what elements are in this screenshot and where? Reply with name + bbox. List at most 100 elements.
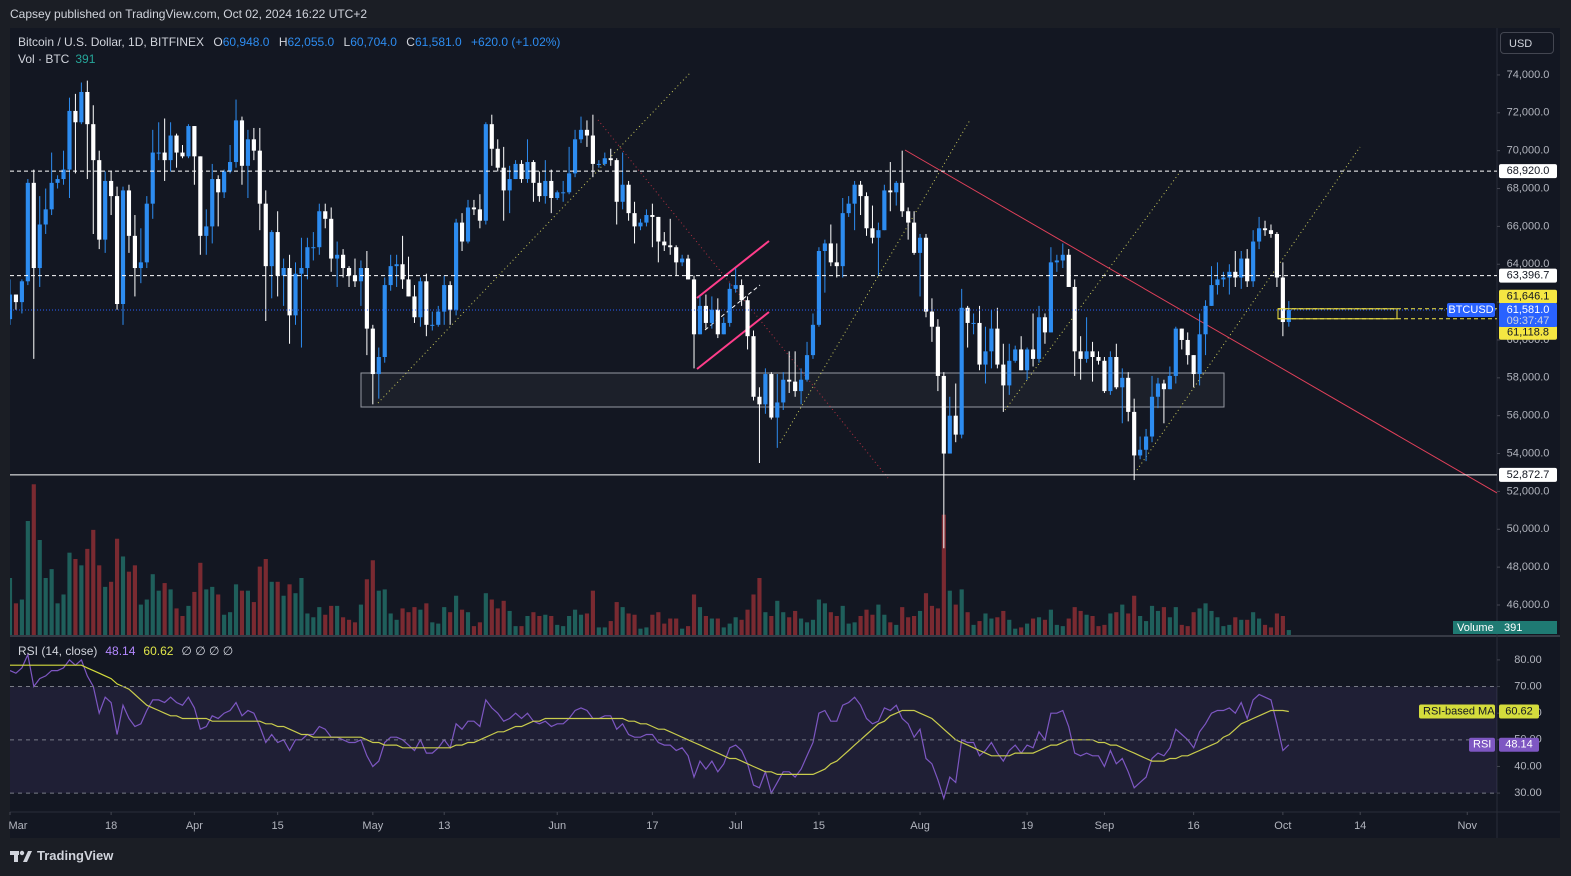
volume-bar <box>1048 609 1053 635</box>
candle-body <box>549 180 554 198</box>
candle-body <box>216 179 221 193</box>
volume-bar <box>1078 610 1083 635</box>
candle-body <box>1013 349 1018 361</box>
volume-bar <box>91 529 96 635</box>
volume-bar <box>840 605 845 635</box>
candle-body <box>971 322 976 324</box>
candle-body <box>804 355 810 380</box>
series-tag-box <box>1469 737 1495 752</box>
volume-bar <box>549 616 554 635</box>
volume-bar <box>430 622 435 635</box>
volume-bar <box>311 617 316 635</box>
volume-bar <box>269 581 274 635</box>
candle-body <box>430 324 435 326</box>
candle-body <box>198 156 203 236</box>
x-tick-label: Apr <box>186 820 203 832</box>
volume-bar <box>751 594 756 635</box>
volume-bar <box>412 607 417 635</box>
candle-body <box>1054 260 1059 263</box>
candle-body <box>983 351 988 365</box>
volume-bar <box>10 578 13 635</box>
x-tick-label: May <box>362 820 383 832</box>
last-price-box <box>1499 303 1557 328</box>
y-tick-label: 52,000.0 <box>1507 485 1550 497</box>
volume-bar <box>323 614 328 635</box>
candle-body <box>1179 328 1184 340</box>
rsi-line <box>10 652 1290 801</box>
candle-body <box>394 264 399 267</box>
volume-bar <box>180 616 185 635</box>
volume-bar <box>1280 616 1285 635</box>
candle-body <box>67 110 72 170</box>
ohlc-value: 60,704.0 <box>350 35 397 49</box>
series-value: 60.62 <box>1505 705 1533 717</box>
volume-bar <box>1173 607 1178 635</box>
volume-bar <box>317 607 322 635</box>
candle-body <box>668 245 673 248</box>
candle-body <box>150 152 155 204</box>
volume-bar <box>917 610 923 635</box>
level-label-box <box>1499 268 1557 283</box>
volume-bar <box>620 607 625 635</box>
volume-bar <box>721 627 726 635</box>
y-tick-label: 74,000.0 <box>1507 69 1550 81</box>
x-tick-label: Oct <box>1274 820 1291 832</box>
volume-bar <box>965 612 970 635</box>
candle-body <box>662 241 667 246</box>
candle-body <box>329 218 334 259</box>
candle-body <box>799 379 804 392</box>
trend-line <box>704 284 761 331</box>
candle-body <box>876 230 881 238</box>
volume-bar <box>799 618 804 635</box>
ohlc-key: O <box>213 35 223 49</box>
volume-bar <box>192 591 197 635</box>
volume-bar <box>804 622 810 635</box>
candle-body <box>888 190 893 193</box>
volume-bar <box>941 514 946 635</box>
candle-body <box>73 110 78 123</box>
series-tag-box <box>1419 704 1495 719</box>
candle-body <box>501 167 506 191</box>
candle-body <box>1102 360 1107 392</box>
candle-body <box>709 309 714 323</box>
candle-body <box>1036 317 1042 359</box>
series-value: 48.14 <box>1505 739 1533 751</box>
candle-body <box>941 375 946 454</box>
x-tick-label: 16 <box>1188 820 1200 832</box>
x-tick-label: Nov <box>1457 820 1477 832</box>
currency-button[interactable]: USD <box>1500 32 1554 54</box>
ohlc-value: 62,055.0 <box>287 35 335 49</box>
series-value-box <box>1499 704 1539 719</box>
series-value-box <box>1499 737 1539 752</box>
candle-body <box>715 309 720 335</box>
candle-body <box>1233 271 1238 278</box>
zone-label: 61,118.8 <box>1507 327 1549 339</box>
candle-body <box>828 243 833 263</box>
candle-body <box>317 211 322 248</box>
candle-body <box>257 150 262 204</box>
candle-body <box>1114 357 1119 388</box>
ohlc-value: 61,581.0 <box>414 35 462 49</box>
candle-body <box>846 203 851 214</box>
volume-bar <box>67 552 72 635</box>
candle-body <box>1251 241 1256 282</box>
volume-bar <box>132 565 137 635</box>
candle-body <box>1227 271 1232 278</box>
volume-bar <box>335 605 340 635</box>
volume-bar <box>364 579 369 635</box>
candle-body <box>531 162 536 183</box>
volume-bar <box>816 599 822 635</box>
volume-bar <box>929 605 935 635</box>
volume-bar <box>983 613 988 635</box>
candle-body <box>864 196 869 229</box>
change: +620.0 (+1.02%) <box>471 35 561 49</box>
volume-bar <box>882 614 887 635</box>
countdown: 09:37:47 <box>1507 315 1550 327</box>
volume-bar <box>537 616 542 635</box>
volume-bar <box>483 593 488 635</box>
volume-bar <box>697 607 703 635</box>
candle-body <box>323 211 328 219</box>
candle-body <box>810 324 816 356</box>
volume-bar <box>900 607 905 635</box>
